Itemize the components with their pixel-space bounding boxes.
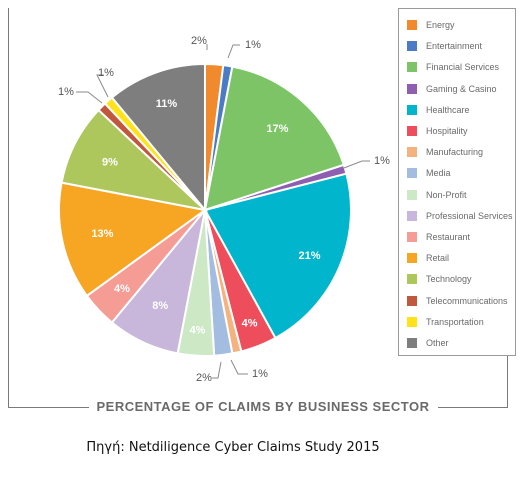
legend-label: Transportation [426,316,484,327]
legend-item: Transportation [407,315,484,329]
legend-label: Retail [426,253,450,264]
pie-slice-technology [60,108,209,212]
slice-label: 1% [252,368,268,380]
legend-swatch [407,62,417,73]
legend-label: Restaurant [426,232,471,242]
pie-slices [58,62,352,357]
slice-label: 1% [58,86,74,98]
legend-swatch [407,20,417,30]
legend-label: Technology [426,274,472,285]
slice-label: 11% [156,98,178,110]
legend-swatch [407,41,417,52]
legend-swatch [407,210,417,221]
legend-item: Non-Profit [407,188,467,202]
legend-label: Telecommunications [426,295,508,306]
legend-item: Telecommunications [407,294,508,308]
legend-swatch [407,147,417,158]
legend-swatch [407,316,417,327]
chart-title: PERCENTAGE OF CLAIMS BY BUSINESS SECTOR [88,396,438,418]
slice-label: 4% [242,318,258,330]
leader-line [230,359,248,375]
legend-swatch [407,168,417,179]
legend-swatch [407,189,417,200]
legend-swatch [407,232,417,242]
legend-item: Hospitality [407,124,468,138]
chart-title-bar: PERCENTAGE OF CLAIMS BY BUSINESS SECTOR [0,396,526,418]
legend-label: Media [426,168,451,179]
legend-item: Restaurant [407,230,470,244]
legend-item: Gaming & Casino [407,82,497,96]
slice-label: 2% [191,35,207,47]
legend-swatch [407,338,417,348]
legend-label: Financial Services [426,62,500,73]
leader-line [96,74,109,98]
pie-slice-financial-services [203,65,346,212]
legend-swatch [407,295,417,306]
legend-label: Gaming & Casino [426,83,497,94]
legend-label: Entertainment [426,41,483,52]
legend-item: Healthcare [407,103,470,117]
legend-label: Hospitality [426,126,468,136]
slice-label: 4% [190,325,206,337]
slice-label: 17% [266,123,288,135]
pie-slice-retail [58,181,208,298]
legend-swatch [407,253,417,264]
legend-item: Media [407,166,451,180]
legend-swatch [407,274,417,285]
slice-label: 4% [114,283,130,295]
leader-line [343,160,370,169]
slice-label: 13% [91,228,113,240]
legend-swatch [407,126,417,136]
slice-label: 1% [374,155,390,167]
source-caption: Πηγή: Netdiligence Cyber Claims Study 20… [86,440,380,455]
legend: Energy Entertainment Financial Services Gam… [398,8,516,356]
slice-label: 1% [245,39,261,51]
legend-item: Energy [407,18,455,32]
slice-label: 1% [98,67,114,79]
slice-label: 8% [152,300,168,312]
legend-item: Other [407,336,449,350]
legend-label: Healthcare [426,104,470,115]
leader-lines [76,44,370,379]
legend-item: Entertainment [407,39,482,53]
slice-label: 9% [102,157,118,169]
legend-label: Other [426,338,449,348]
legend-item: Professional Services [407,209,513,223]
legend-swatch [407,83,417,94]
legend-label: Energy [426,20,455,30]
legend-item: Technology [407,272,472,286]
slice-label: 2% [196,372,212,384]
pie-labels: 2% 1% 17% 1% 21% 4% 1% 2% 4% 8% 4% 13% 9% 1% 1% 11% [58,35,390,384]
leader-line [212,361,222,379]
legend-label: Manufacturing [426,147,484,158]
leader-line [227,44,240,59]
pie-slice-healthcare [203,172,352,340]
legend-item: Manufacturing [407,145,483,159]
pie-slice-other [110,62,206,213]
slice-label: 21% [298,250,320,262]
legend-label: Non-Profit [426,189,467,200]
legend-label: Professional Services [426,210,513,221]
legend-item: Financial Services [407,60,499,74]
legend-swatch [407,104,417,115]
legend-item: Retail [407,251,449,265]
leader-line [76,91,103,104]
